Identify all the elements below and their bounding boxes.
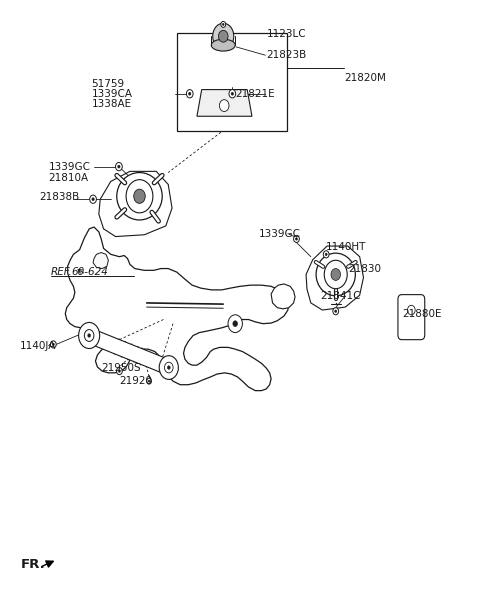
Text: 1140HT: 1140HT — [326, 242, 367, 252]
Circle shape — [331, 268, 340, 280]
Circle shape — [221, 21, 226, 27]
Text: 1339GC: 1339GC — [48, 162, 91, 172]
Circle shape — [186, 90, 193, 98]
Circle shape — [79, 323, 100, 349]
Circle shape — [218, 30, 228, 42]
Text: 21830: 21830 — [348, 264, 381, 274]
FancyBboxPatch shape — [177, 33, 287, 131]
Text: 60-624: 60-624 — [72, 267, 108, 277]
Polygon shape — [93, 252, 108, 268]
Polygon shape — [99, 171, 172, 236]
Circle shape — [147, 378, 152, 384]
Text: 21810A: 21810A — [48, 173, 89, 184]
Polygon shape — [271, 284, 295, 309]
Circle shape — [333, 308, 338, 315]
Polygon shape — [65, 227, 289, 391]
Circle shape — [219, 100, 229, 112]
Text: 21821E: 21821E — [235, 89, 275, 99]
Circle shape — [50, 341, 56, 348]
Circle shape — [159, 356, 179, 380]
Circle shape — [335, 310, 337, 312]
Text: 21820M: 21820M — [344, 72, 386, 83]
Circle shape — [189, 92, 191, 95]
Ellipse shape — [117, 172, 162, 220]
Circle shape — [52, 343, 54, 346]
Circle shape — [134, 189, 145, 203]
Circle shape — [119, 370, 120, 372]
Circle shape — [84, 330, 94, 342]
Text: 21950S: 21950S — [101, 363, 141, 373]
Circle shape — [324, 260, 347, 289]
Text: 21880E: 21880E — [403, 309, 442, 318]
FancyBboxPatch shape — [398, 295, 425, 340]
Circle shape — [165, 362, 173, 373]
Text: 21920: 21920 — [120, 376, 152, 386]
Text: 21838B: 21838B — [39, 192, 79, 203]
Polygon shape — [306, 246, 363, 310]
Text: 51759: 51759 — [92, 78, 125, 89]
Text: REF.: REF. — [51, 267, 72, 277]
Text: 1339CA: 1339CA — [92, 89, 132, 99]
Ellipse shape — [316, 253, 355, 296]
Text: 21823B: 21823B — [266, 50, 307, 60]
Circle shape — [117, 368, 122, 375]
Circle shape — [233, 321, 238, 327]
Text: 1123LC: 1123LC — [266, 29, 306, 39]
Circle shape — [148, 380, 150, 382]
Circle shape — [213, 23, 234, 49]
Circle shape — [92, 198, 94, 201]
Text: 1140JA: 1140JA — [20, 340, 56, 350]
Circle shape — [118, 165, 120, 168]
Circle shape — [116, 163, 122, 170]
Text: 1339GC: 1339GC — [259, 229, 301, 239]
Text: 1338AE: 1338AE — [92, 99, 132, 109]
Circle shape — [325, 253, 327, 255]
Circle shape — [408, 305, 415, 315]
Circle shape — [228, 315, 242, 333]
Polygon shape — [197, 90, 252, 116]
Circle shape — [294, 235, 300, 242]
Ellipse shape — [211, 39, 235, 51]
Circle shape — [296, 238, 298, 240]
Circle shape — [231, 92, 233, 95]
Circle shape — [229, 90, 236, 98]
Text: 21841C: 21841C — [321, 291, 361, 301]
Circle shape — [222, 23, 224, 26]
Circle shape — [168, 366, 170, 369]
Circle shape — [323, 251, 329, 258]
Text: FR.: FR. — [21, 558, 46, 571]
Circle shape — [126, 179, 153, 213]
Circle shape — [90, 195, 96, 203]
Circle shape — [88, 334, 91, 337]
Polygon shape — [87, 328, 171, 375]
